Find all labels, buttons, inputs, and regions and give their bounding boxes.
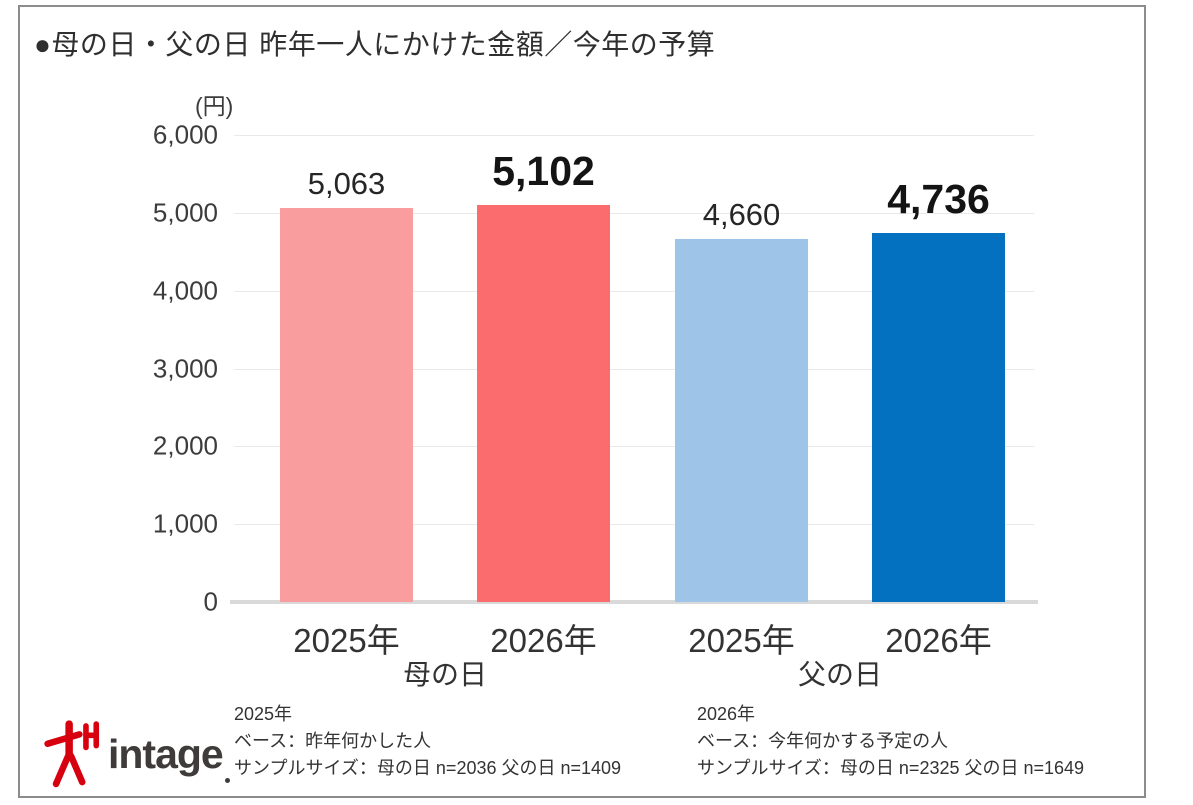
bar-母の日-2025年 [280, 207, 413, 602]
y-tick-label: 6,000 [152, 119, 218, 150]
y-tick-label: 3,000 [152, 353, 218, 383]
registered-mark-dot [224, 778, 230, 783]
x-tick-label: 2025年 [293, 622, 400, 659]
y-tick-label: 4,000 [152, 275, 218, 306]
footnote-line: サンプルサイズ：母の日 n=2325 父の日 n=1649 [697, 758, 1085, 778]
intage-logo: intage [42, 719, 230, 789]
gridline [234, 212, 1034, 214]
footnote-line: ベース：昨年何かした人 [234, 731, 432, 751]
bar-父の日-2026年 [872, 233, 1005, 602]
y-tick-label: 0 [203, 586, 218, 617]
chart-panel: ●母の日・父の日 昨年一人にかけた金額／今年の予算 (円) 0 1,000 2,00… [18, 5, 1146, 798]
y-tick-label: 1,000 [152, 508, 218, 539]
footnote-line: ベース：今年何かする予定の人 [697, 731, 949, 751]
bar-value-label: 5,063 [307, 165, 386, 201]
footnote-line: サンプルサイズ：母の日 n=2036 父の日 n=1409 [234, 758, 622, 778]
gridline [234, 290, 1034, 292]
y-tick-label: 5,000 [152, 197, 218, 228]
gridline [234, 135, 1034, 136]
x-axis-baseline [230, 600, 1038, 604]
x-axis-year-labels: 2025年 2026年 2025年 2026年 [234, 614, 1034, 659]
bar-value-label: 4,736 [887, 176, 990, 223]
bar-母の日-2026年 [477, 204, 610, 602]
bar-value-label: 5,102 [492, 147, 595, 194]
chart-title: ●母の日・父の日 昨年一人にかけた金額／今年の予算 [34, 29, 716, 60]
gridline [234, 446, 1034, 448]
footnote-2026: 2026年 ベース：今年何かする予定の人 サンプルサイズ：母の日 n=2325 … [697, 701, 1084, 782]
bar-value-label: 4,660 [702, 197, 781, 233]
x-tick-label: 2026年 [490, 622, 597, 659]
y-tick-label: 2,000 [152, 430, 218, 461]
x-tick-label: 2026年 [885, 622, 992, 659]
x-axis-group-labels: 母の日 父の日 [234, 653, 1034, 690]
gridline [234, 524, 1034, 526]
group-label-父の日: 父の日 [797, 659, 883, 690]
x-tick-label: 2025年 [688, 622, 795, 659]
gridline [234, 368, 1034, 370]
footnote-line: 2025年 [234, 704, 293, 724]
footnote-line: 2026年 [697, 704, 756, 724]
intage-wordmark: intage [108, 730, 224, 777]
plot-area: 0 1,000 2,000 3,000 4,000 5,000 6,000 5,063 5,10… [153, 120, 1038, 617]
group-label-母の日: 母の日 [402, 659, 488, 690]
intage-person-mark-icon [44, 720, 100, 788]
footnote-2025: 2025年 ベース：昨年何かした人 サンプルサイズ：母の日 n=2036 父の日… [234, 701, 621, 782]
y-axis-unit-label: (円) [195, 93, 234, 119]
bar-父の日-2025年 [675, 239, 808, 602]
